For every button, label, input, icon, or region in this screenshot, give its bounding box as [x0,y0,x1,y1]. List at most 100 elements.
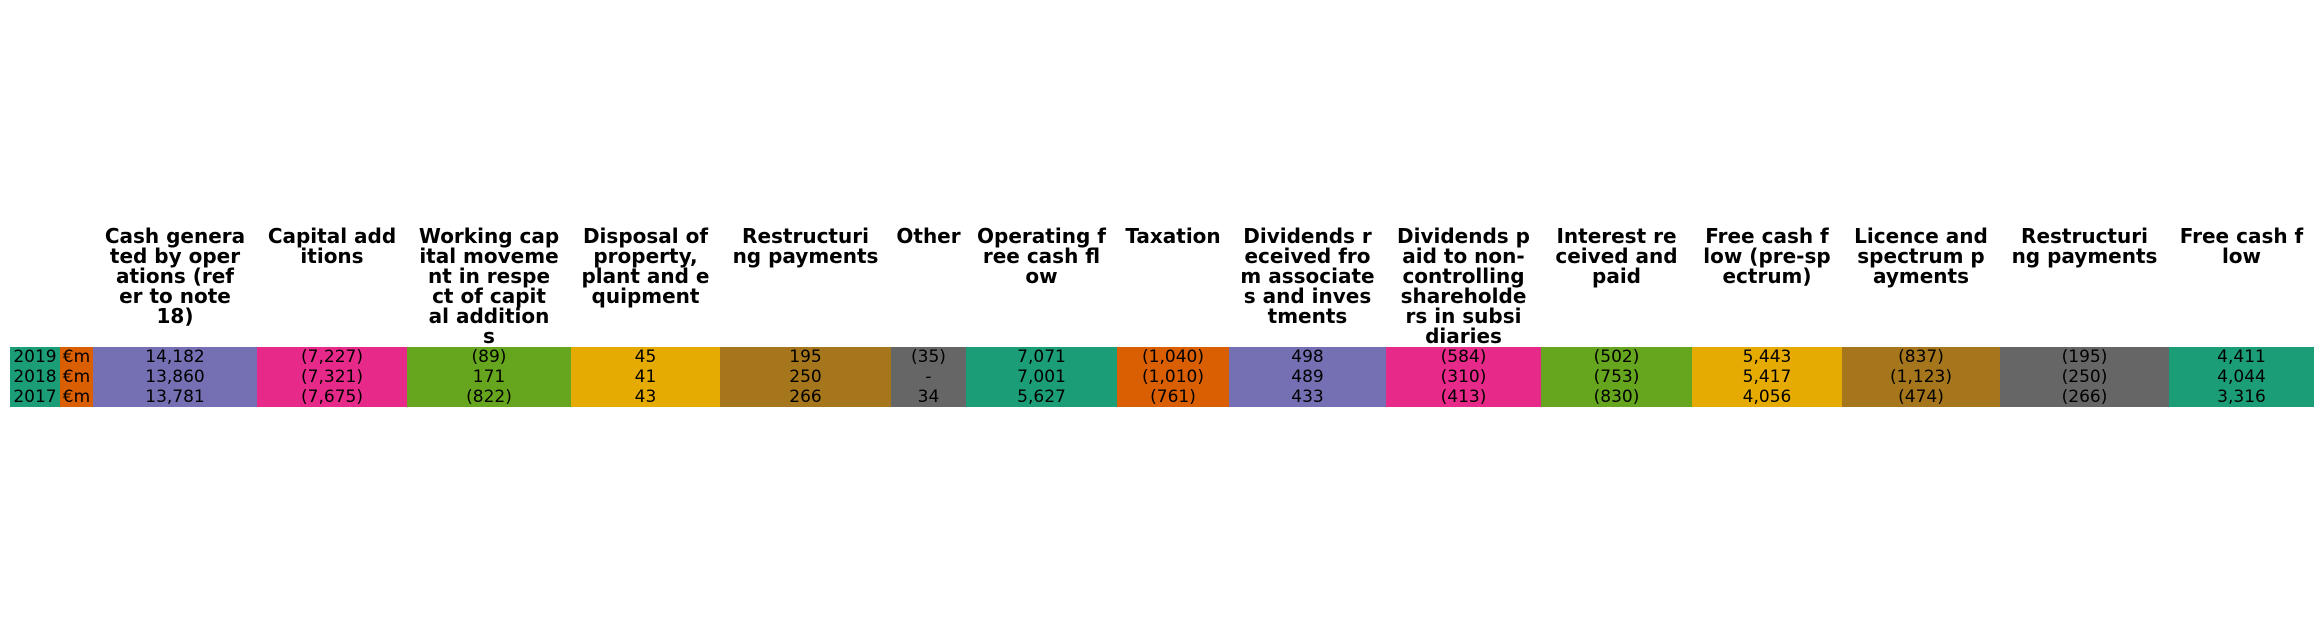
table-cell: - [925,367,931,387]
column-header-line: Disposal of [583,224,708,248]
table-column-fill [2169,347,2314,407]
table-cell: 5,443 [1743,347,1792,367]
table-cell: 489 [1291,367,1323,387]
column-header-line: Working cap [419,224,559,248]
table-column-fill [60,347,93,407]
table-cell: 2019 [13,347,56,367]
column-header-line: ted by oper [110,244,240,268]
column-header-line: ectrum) [1722,264,1811,288]
column-header-line: shareholde [1401,284,1527,308]
table-cell: 45 [635,347,657,367]
column-header-line: ng payments [2012,244,2158,268]
column-header-line: property, [593,244,697,268]
table-cell: €m [63,387,90,407]
table-cell: 4,044 [2217,367,2266,387]
column-header-line: aid to non- [1402,244,1524,268]
table-column-fill [1386,347,1541,407]
table-cell: 43 [635,387,657,407]
column-header-line: itions [300,244,363,268]
table-column-fill [2000,347,2169,407]
column-header-line: Dividends r [1243,224,1372,248]
table-cell: (1,123) [1890,367,1952,387]
table-cell: 195 [789,347,821,367]
column-header-line: ayments [1873,264,1969,288]
column-header-line: ree cash fl [983,244,1100,268]
table-cell: 3,316 [2217,387,2266,407]
table-cell: 7,001 [1017,367,1066,387]
table-column-fill [720,347,891,407]
table-cell: 41 [635,367,657,387]
table-column-fill [966,347,1117,407]
table-cell: (413) [1441,387,1487,407]
table-cell: €m [63,347,90,367]
table-cell: 266 [789,387,821,407]
column-header-line: s [483,324,495,348]
table-column-fill [1541,347,1692,407]
table-cell: (35) [911,347,946,367]
column-header-line: ital moveme [419,244,558,268]
table-cell: 13,781 [145,387,204,407]
table-column-fill [10,347,60,407]
column-header-line: al addition [429,304,550,328]
column-header-line: nt in respe [428,264,550,288]
column-header-line: Free cash f [1705,224,1829,248]
table-cell: (474) [1898,387,1944,407]
table-cell: (1,010) [1142,367,1204,387]
table-cell: 498 [1291,347,1323,367]
column-header-line: rs in subsi [1405,304,1521,328]
table-column-fill [257,347,407,407]
table-cell: (310) [1441,367,1487,387]
column-header-line: Licence and [1854,224,1988,248]
table-cell: 13,860 [145,367,204,387]
table-cell: 2017 [13,387,56,407]
column-header-line: paid [1592,264,1641,288]
column-header-line: Interest re [1556,224,1676,248]
table-column-fill [571,347,720,407]
table-cell: 250 [789,367,821,387]
table-column-fill [93,347,257,407]
column-header-line: controlling [1402,264,1524,288]
table-cell: (7,675) [301,387,363,407]
table-cell: (822) [466,387,512,407]
column-header-line: 18) [157,304,194,328]
table-cell: 7,071 [1017,347,1066,367]
table-column-fill [891,347,966,407]
table-cell: (266) [2062,387,2108,407]
column-header-line: Restructuri [742,224,869,248]
column-header-line: ow [1025,264,1057,288]
table-cell: (830) [1594,387,1640,407]
table-cell: (1,040) [1142,347,1204,367]
column-header-line: er to note [119,284,231,308]
table-cell: 171 [473,367,505,387]
column-header-line: ct of capit [432,284,546,308]
column-header-line: spectrum p [1857,244,1984,268]
table-cell: 2018 [13,367,56,387]
column-header-line: Capital add [268,224,396,248]
column-header-line: Other [896,224,960,248]
column-header-line: ceived and [1555,244,1677,268]
table-cell: 4,056 [1743,387,1792,407]
column-header-line: Free cash f [2180,224,2304,248]
column-header-line: tments [1268,304,1348,328]
table-cell: 5,627 [1017,387,1066,407]
column-header-line: low [2222,244,2261,268]
table-cell: 4,411 [2217,347,2266,367]
table-cell: (7,227) [301,347,363,367]
table-cell: €m [63,367,90,387]
table-cell: 34 [918,387,940,407]
table-cell: (502) [1594,347,1640,367]
column-header-line: ations (ref [116,264,234,288]
column-header-line: m associate [1240,264,1374,288]
column-header-line: quipment [592,284,700,308]
column-header-line: eceived fro [1244,244,1370,268]
table-cell: (753) [1594,367,1640,387]
table-column-fill [1117,347,1229,407]
table-column-fill [1692,347,1842,407]
column-header-line: Restructuri [2021,224,2148,248]
table-column-fill [407,347,571,407]
table-cell: (89) [472,347,507,367]
table-cell: (195) [2062,347,2108,367]
table-cell: (584) [1441,347,1487,367]
column-header-line: Cash genera [105,224,245,248]
